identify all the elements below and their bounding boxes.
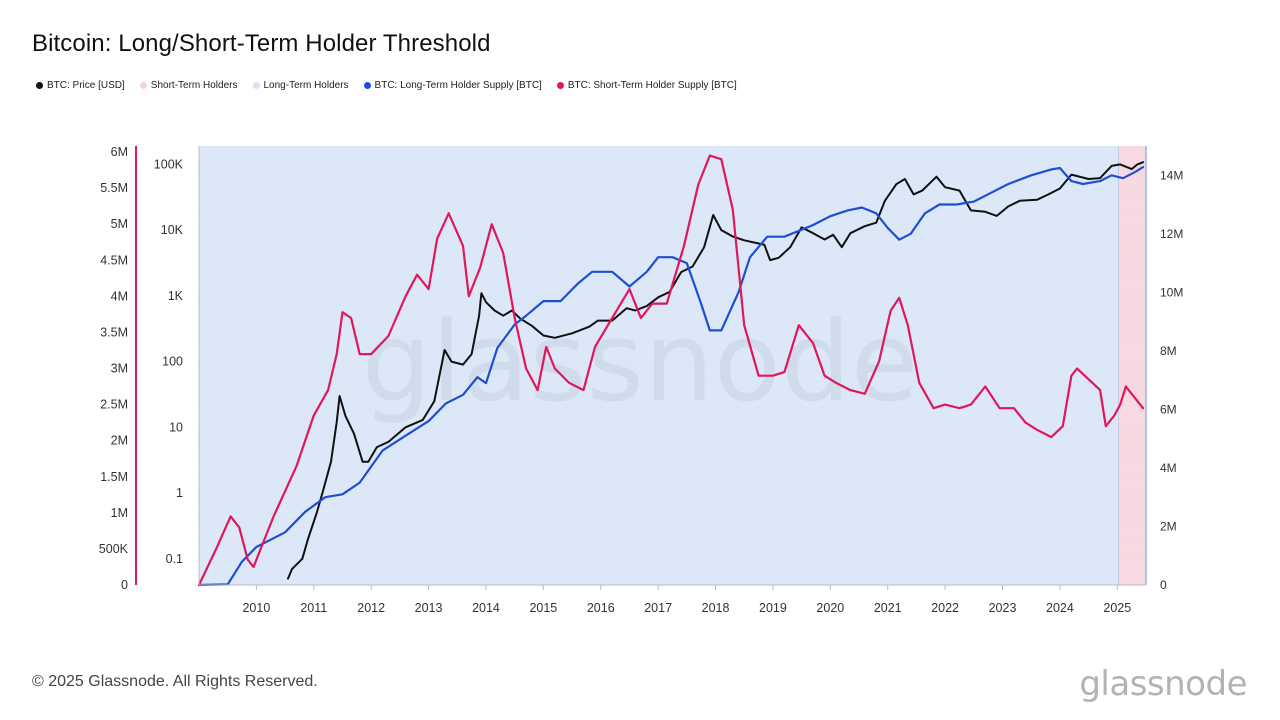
lth-axis-tick: 4M: [1160, 461, 1177, 475]
watermark-text: glassnode: [362, 298, 919, 426]
lth-axis-tick: 2M: [1160, 519, 1177, 533]
legend-item-long-term-holders[interactable]: Long-Term Holders: [252, 80, 349, 91]
x-axis-tick: 2023: [989, 601, 1017, 615]
x-axis-tick: 2014: [472, 601, 500, 615]
sth-axis-tick: 3M: [111, 362, 128, 376]
x-axis-tick: 2013: [415, 601, 443, 615]
legend-label-short-term-holders: Short-Term Holders: [150, 80, 238, 91]
x-axis-tick: 2022: [931, 601, 959, 615]
sth-axis-tick: 5.5M: [100, 181, 128, 195]
sth-axis-tick: 4M: [111, 289, 128, 303]
x-axis-tick: 2024: [1046, 601, 1074, 615]
x-axis-tick: 2025: [1103, 601, 1131, 615]
legend-dot-sth-supply-icon: [556, 82, 564, 89]
sth-axis-tick: 500K: [99, 542, 129, 556]
lth-axis-tick: 8M: [1160, 344, 1177, 358]
sth-axis-tick: 0: [121, 578, 128, 592]
price-axis-tick: 100: [162, 355, 183, 369]
price-axis-tick: 1K: [168, 289, 184, 303]
x-axis-tick: 2020: [816, 601, 844, 615]
x-axis-tick: 2021: [874, 601, 902, 615]
sth-axis-tick: 6M: [111, 145, 128, 159]
lth-axis-tick: 12M: [1160, 227, 1183, 241]
legend-dot-sth-icon: [139, 82, 147, 89]
x-axis-tick: 2012: [357, 601, 385, 615]
lth-axis-tick: 10M: [1160, 285, 1183, 299]
legend-item-price[interactable]: BTC: Price [USD]: [36, 80, 125, 91]
legend-label-price: BTC: Price [USD]: [47, 80, 125, 91]
legend-item-lth-supply[interactable]: BTC: Long-Term Holder Supply [BTC]: [363, 80, 542, 91]
sth-axis-tick: 2.5M: [100, 398, 128, 412]
shaded-region-long-term-holders: [199, 146, 1119, 585]
legend-label-lth-supply: BTC: Long-Term Holder Supply [BTC]: [374, 80, 542, 91]
price-axis-tick: 10K: [161, 223, 184, 237]
price-axis-tick: 100K: [154, 157, 184, 171]
lth-axis-tick: 0: [1160, 578, 1167, 592]
glassnode-logo: glassnode: [1079, 664, 1247, 704]
sth-axis-tick: 2M: [111, 434, 128, 448]
legend-dot-price-icon: [36, 82, 43, 89]
sth-axis-tick: 4.5M: [100, 253, 128, 267]
legend-label-long-term-holders: Long-Term Holders: [263, 80, 349, 91]
lth-axis-tick: 6M: [1160, 402, 1177, 416]
series-line-btc-price-usd: [287, 161, 1145, 580]
sth-axis-tick: 3.5M: [100, 325, 128, 339]
x-axis-tick: 2019: [759, 601, 787, 615]
x-axis-tick: 2018: [702, 601, 730, 615]
price-axis-tick: 10: [169, 420, 183, 434]
legend-dot-lth-icon: [252, 82, 260, 89]
chart-title: Bitcoin: Long/Short-Term Holder Threshol…: [32, 30, 491, 57]
shaded-region-short-term-holders: [1118, 146, 1146, 585]
series-line-btc-long-term-holder-supply-btc: [197, 166, 1145, 587]
copyright-footer: © 2025 Glassnode. All Rights Reserved.: [32, 673, 318, 690]
price-axis-tick: 0.1: [166, 552, 183, 566]
x-axis-tick: 2010: [242, 601, 270, 615]
lth-axis-tick: 14M: [1160, 168, 1183, 182]
series-line-btc-short-term-holder-supply-btc: [197, 154, 1145, 587]
legend-dot-lth-supply-icon: [363, 82, 371, 89]
price-axis-tick: 1: [176, 486, 183, 500]
x-axis-tick: 2017: [644, 601, 672, 615]
x-axis-tick: 2016: [587, 601, 615, 615]
legend: BTC: Price [USD] Short-Term Holders Long…: [36, 80, 737, 91]
legend-item-short-term-holders[interactable]: Short-Term Holders: [139, 80, 238, 91]
sth-axis-tick: 1M: [111, 506, 128, 520]
sth-axis-tick: 5M: [111, 217, 128, 231]
legend-item-sth-supply[interactable]: BTC: Short-Term Holder Supply [BTC]: [556, 80, 737, 91]
sth-axis-tick: 1.5M: [100, 470, 128, 484]
x-axis-tick: 2015: [529, 601, 557, 615]
legend-label-sth-supply: BTC: Short-Term Holder Supply [BTC]: [567, 80, 737, 91]
x-axis-tick: 2011: [300, 601, 327, 615]
